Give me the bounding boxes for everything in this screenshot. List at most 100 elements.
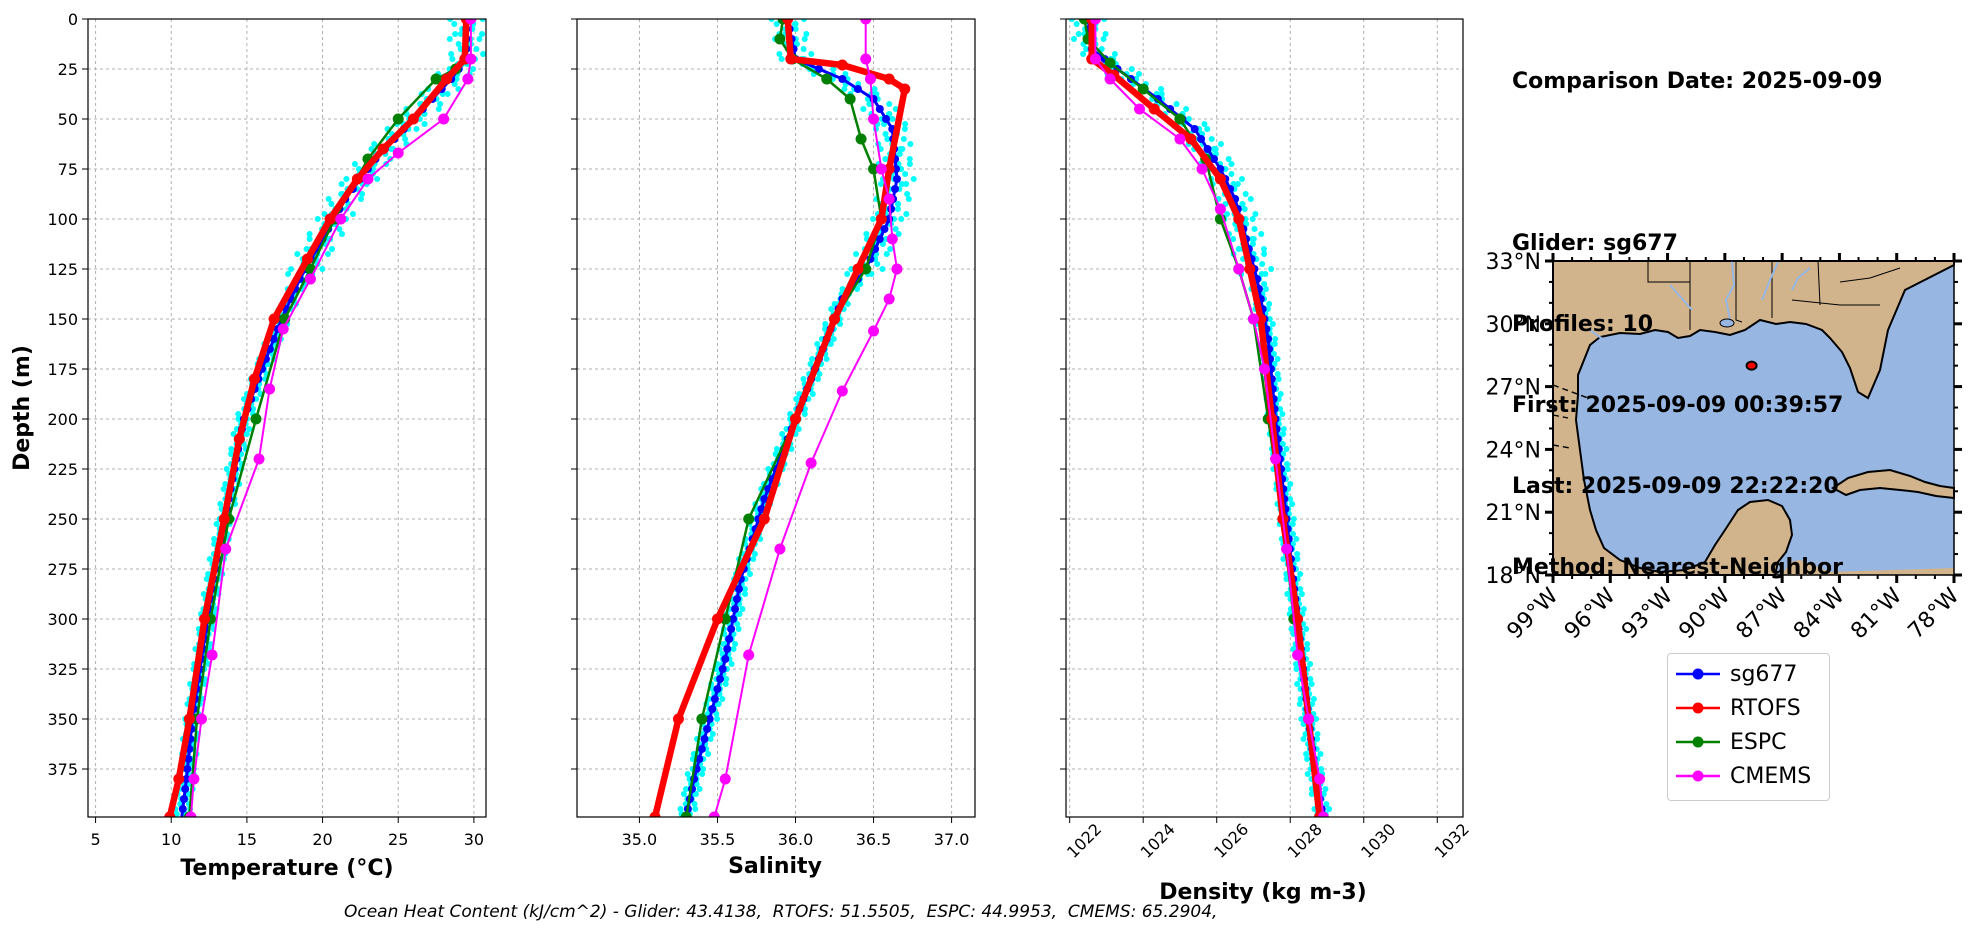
raw-profile-point — [1102, 31, 1109, 37]
raw-profile-point — [901, 126, 908, 132]
raw-profile-point — [1284, 461, 1291, 467]
raw-profile-point — [173, 811, 180, 817]
y-tick-label: 225 — [47, 460, 78, 479]
legend-label: ESPC — [1730, 729, 1787, 755]
series-point-cmems — [1089, 53, 1101, 65]
raw-profile-point — [895, 231, 902, 237]
comparison-date: Comparison Date: 2025-09-09 — [1512, 69, 1883, 94]
series-point-cmems — [1089, 19, 1101, 25]
raw-profile-point — [1308, 791, 1315, 797]
raw-profile-point — [1259, 261, 1266, 267]
raw-profile-point — [421, 121, 428, 127]
raw-profile-point — [800, 46, 807, 52]
y-tick-label: 75 — [58, 160, 78, 179]
map-frame — [1552, 260, 1955, 576]
series-line-cmems — [713, 19, 898, 817]
raw-profile-point — [1284, 466, 1291, 472]
raw-profile-point — [328, 246, 335, 252]
raw-profile-point — [1212, 146, 1219, 152]
series-point-rtofs — [218, 513, 230, 525]
series-point-cmems — [891, 263, 903, 275]
raw-profile-point — [371, 141, 378, 147]
raw-profile-point — [437, 101, 444, 107]
series-point-cmems — [1303, 713, 1315, 725]
raw-profile-point — [830, 66, 837, 72]
legend-entry-cmems: CMEMS — [1676, 761, 1811, 791]
raw-profile-point — [324, 251, 331, 257]
raw-profile-point — [750, 556, 757, 562]
raw-profile-point — [1322, 786, 1329, 792]
raw-profile-point — [854, 286, 861, 292]
raw-profile-point — [884, 136, 891, 142]
series-point-rtofs — [899, 83, 911, 95]
raw-profile-point — [892, 106, 899, 112]
raw-profile-point — [1208, 136, 1215, 142]
raw-profile-point — [793, 396, 800, 402]
series-line-sg677 — [180, 19, 468, 817]
raw-profile-point — [863, 231, 870, 237]
raw-profile-point — [715, 701, 722, 707]
series-point-sg677 — [1190, 125, 1199, 133]
raw-profile-point — [1070, 36, 1077, 42]
raw-profile-point — [751, 551, 758, 557]
series-point-cmems — [277, 323, 289, 335]
series-point-espc — [392, 113, 404, 125]
raw-profile-point — [906, 161, 913, 167]
raw-profile-point — [1298, 716, 1305, 722]
series-point-sg677 — [713, 685, 722, 693]
raw-profile-point — [722, 681, 729, 687]
raw-profile-point — [736, 611, 743, 617]
series-point-espc — [680, 811, 692, 817]
series-point-rtofs — [1233, 213, 1245, 225]
raw-profile-point — [1241, 206, 1248, 212]
series-point-espc — [719, 613, 731, 625]
raw-profile-point — [795, 426, 802, 432]
raw-profile-point — [457, 31, 464, 37]
y-tick-label: 25 — [58, 60, 78, 79]
series-line-rtofs — [1088, 19, 1323, 817]
x-tick-label: 35.5 — [700, 830, 736, 849]
raw-profile-point — [1234, 181, 1241, 187]
raw-profile-point — [1290, 531, 1297, 537]
salinity-axis-label: Salinity — [728, 854, 822, 879]
series-point-espc — [743, 513, 755, 525]
series-point-rtofs — [1185, 133, 1197, 145]
raw-profile-point — [841, 86, 848, 92]
map-land — [1552, 260, 1955, 576]
raw-profile-point — [1296, 701, 1303, 707]
series-point-sg677 — [716, 675, 725, 683]
raw-profile-point — [243, 431, 250, 437]
raw-profile-point — [1258, 231, 1265, 237]
x-tick-label: 15 — [237, 830, 257, 849]
y-tick-label: 175 — [47, 360, 78, 379]
glider-location-marker — [1745, 360, 1758, 371]
series-point-sg677 — [760, 495, 769, 503]
x-tick-label: 5 — [90, 830, 100, 849]
series-point-sg677 — [729, 615, 738, 623]
series-point-cmems — [1314, 773, 1326, 785]
raw-profile-point — [814, 376, 821, 382]
raw-profile-point — [319, 266, 326, 272]
series-point-sg677 — [875, 235, 884, 243]
raw-profile-point — [905, 196, 912, 202]
raw-profile-point — [1280, 426, 1287, 432]
y-tick-label: 350 — [47, 710, 78, 729]
raw-profile-point — [1228, 171, 1235, 177]
raw-profile-point — [853, 251, 860, 257]
raw-profile-point — [413, 126, 420, 132]
series-point-espc — [696, 713, 708, 725]
raw-profile-point — [792, 21, 799, 27]
legend-swatch — [1676, 770, 1720, 782]
series-point-cmems — [465, 53, 477, 65]
raw-profile-point — [882, 131, 889, 137]
raw-profile-point — [235, 411, 242, 417]
raw-profile-point — [1204, 126, 1211, 132]
series-point-cmems — [188, 773, 200, 785]
series-point-sg677 — [1197, 135, 1206, 143]
series-point-rtofs — [183, 713, 195, 725]
raw-profile-point — [227, 451, 234, 457]
series-point-cmems — [1292, 649, 1304, 661]
raw-profile-point — [444, 91, 451, 97]
raw-profile-point — [222, 481, 229, 487]
